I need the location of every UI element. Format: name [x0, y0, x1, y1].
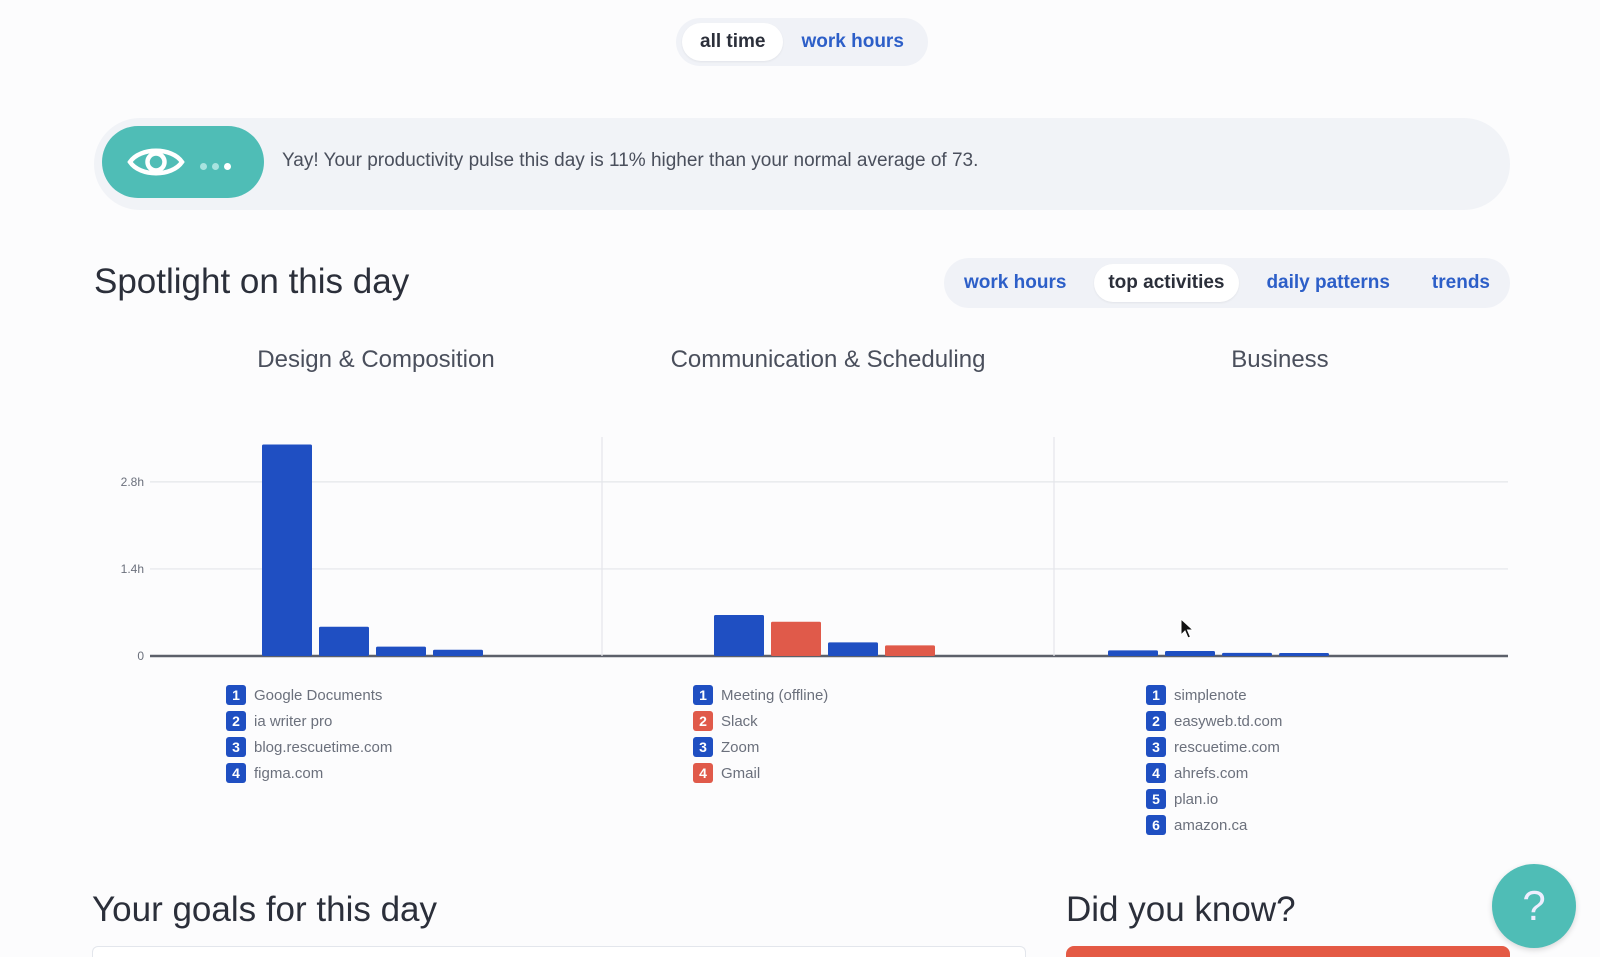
legend-item[interactable]: 2 easyweb.td.com	[1146, 708, 1282, 734]
legend-label: amazon.ca	[1174, 816, 1248, 834]
y-tick-label: 1.4h	[121, 562, 144, 576]
legend-item[interactable]: 3 Zoom	[693, 734, 828, 760]
range-toggle: all time work hours	[676, 18, 928, 66]
y-tick-label: 0	[137, 649, 144, 663]
legend-label: easyweb.td.com	[1174, 712, 1283, 730]
legend-item[interactable]: 4 ahrefs.com	[1146, 760, 1282, 786]
bar-google-documents	[262, 444, 312, 656]
legend-label: plan.io	[1174, 790, 1219, 808]
legend-design: 1 Google Documents 2 ia writer pro 3 blog.res…	[226, 682, 392, 786]
top-activities-chart: 0 1.4h 2.8h	[121, 437, 1508, 663]
bar-ia-writer-pro	[319, 626, 369, 656]
mouse-cursor-icon	[1180, 618, 1195, 639]
legend-label: ia writer pro	[254, 712, 333, 730]
legend-label: Google Documents	[254, 686, 383, 704]
bar-meeting-offline-	[714, 614, 764, 656]
legend-item[interactable]: 4 Gmail	[693, 760, 828, 786]
legend-item[interactable]: 1 Google Documents	[226, 682, 392, 708]
legend-label: Slack	[721, 712, 758, 730]
legend-rank-badge: 5	[1146, 789, 1166, 809]
bar-easyweb-td-com	[1165, 651, 1215, 656]
pulse-dots-icon	[200, 157, 236, 175]
category-title-business: Business	[1231, 346, 1329, 373]
legend-item[interactable]: 4 figma.com	[226, 760, 392, 786]
spotlight-title: Spotlight on this day	[94, 262, 410, 301]
legend-label: simplenote	[1174, 686, 1247, 704]
legend-rank-badge: 2	[693, 711, 713, 731]
legend-label: ahrefs.com	[1174, 764, 1249, 782]
help-button[interactable]: ?	[1492, 864, 1576, 948]
legend-item[interactable]: 5 plan.io	[1146, 786, 1282, 812]
did-you-know-card[interactable]	[1066, 946, 1510, 957]
legend-rank-badge: 4	[1146, 763, 1166, 783]
legend-item[interactable]: 6 amazon.ca	[1146, 812, 1282, 838]
legend-rank-badge: 1	[226, 685, 246, 705]
bar-gmail	[885, 645, 935, 656]
legend-rank-badge: 3	[1146, 737, 1166, 757]
spotlight-tabs: work hours top activities daily patterns…	[944, 258, 1510, 308]
bar-zoom	[828, 642, 878, 656]
legend-label: rescuetime.com	[1174, 738, 1280, 756]
legend-item[interactable]: 3 blog.rescuetime.com	[226, 734, 392, 760]
pulse-message: Yay! Your productivity pulse this day is…	[282, 150, 979, 171]
bar-simplenote	[1108, 650, 1158, 656]
legend-item[interactable]: 1 simplenote	[1146, 682, 1282, 708]
pulse-badge[interactable]	[102, 126, 264, 198]
legend-rank-badge: 2	[226, 711, 246, 731]
legend-item[interactable]: 2 Slack	[693, 708, 828, 734]
bar-slack	[771, 621, 821, 656]
legend-rank-badge: 6	[1146, 815, 1166, 835]
bar-ahrefs-com	[1279, 653, 1329, 656]
category-title-communication: Communication & Scheduling	[670, 346, 986, 373]
tab-top-activities[interactable]: top activities	[1094, 264, 1239, 302]
legend-label: blog.rescuetime.com	[254, 738, 393, 756]
all-time-toggle[interactable]: all time	[682, 23, 784, 61]
work-hours-toggle[interactable]: work hours	[801, 31, 904, 52]
y-tick-label: 2.8h	[121, 475, 144, 489]
legend-label: Meeting (offline)	[721, 686, 829, 704]
legend-item[interactable]: 2 ia writer pro	[226, 708, 392, 734]
bar-rescuetime-com	[1222, 652, 1272, 656]
tab-daily-patterns[interactable]: daily patterns	[1266, 272, 1390, 293]
legend-communication: 1 Meeting (offline) 2 Slack 3 Zoom 4 Gmail	[693, 682, 828, 786]
legend-rank-badge: 4	[693, 763, 713, 783]
goals-card	[92, 946, 1026, 957]
legend-label: Gmail	[721, 764, 761, 782]
category-title-design: Design & Composition	[257, 346, 495, 373]
legend-rank-badge: 3	[226, 737, 246, 757]
goals-title: Your goals for this day	[92, 890, 438, 929]
legend-rank-badge: 1	[1146, 685, 1166, 705]
tab-trends[interactable]: trends	[1431, 272, 1490, 293]
did-you-know-title: Did you know?	[1066, 890, 1296, 929]
eye-icon	[127, 148, 185, 176]
legend-rank-badge: 4	[226, 763, 246, 783]
legend-business: 1 simplenote 2 easyweb.td.com 3 rescuetime.co…	[1146, 682, 1282, 838]
bar-figma-com	[433, 649, 483, 656]
legend-label: Zoom	[721, 738, 760, 756]
legend-rank-badge: 2	[1146, 711, 1166, 731]
legend-rank-badge: 1	[693, 685, 713, 705]
legend-item[interactable]: 1 Meeting (offline)	[693, 682, 828, 708]
legend-item[interactable]: 3 rescuetime.com	[1146, 734, 1282, 760]
productivity-pulse-banner: Yay! Your productivity pulse this day is…	[94, 118, 1510, 210]
legend-rank-badge: 3	[693, 737, 713, 757]
tab-work-hours[interactable]: work hours	[964, 272, 1067, 293]
bar-blog-rescuetime-com	[376, 646, 426, 656]
legend-label: figma.com	[254, 764, 324, 782]
